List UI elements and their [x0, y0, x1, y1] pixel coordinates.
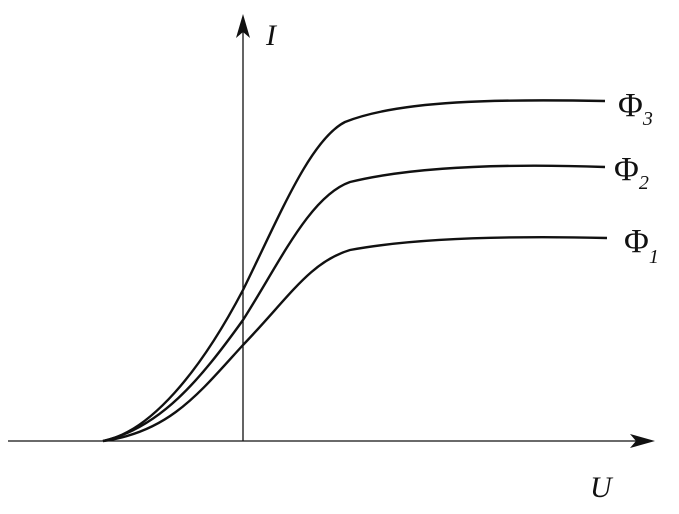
subscript: 2 [639, 172, 649, 194]
x-arrow [630, 434, 655, 448]
curve-label: Φ2 [614, 151, 649, 194]
curve [102, 236, 608, 443]
y-arrow [236, 14, 250, 38]
y-label: I [265, 19, 278, 52]
subscript: 3 [642, 108, 653, 130]
subscript: 1 [649, 246, 659, 268]
x-label: U [590, 471, 614, 504]
symbol: Φ [618, 87, 643, 124]
curve [102, 99, 606, 443]
curve-label: Φ3 [618, 87, 653, 130]
symbol: Φ [624, 223, 649, 260]
symbol: Φ [614, 151, 639, 188]
curve-label: Φ1 [624, 223, 659, 268]
curve [102, 164, 606, 443]
